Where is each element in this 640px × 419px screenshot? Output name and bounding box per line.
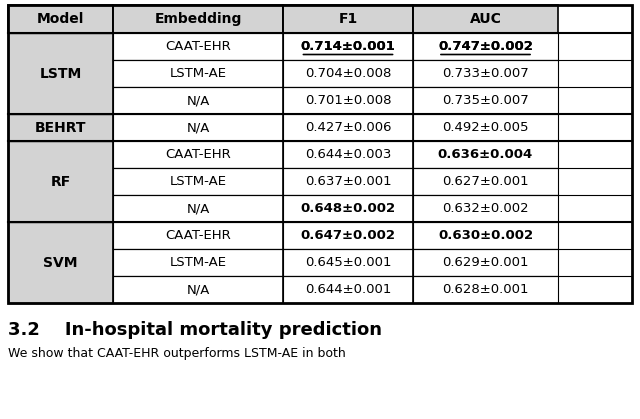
Bar bbox=[8, 141, 113, 222]
Text: 0.648±0.002: 0.648±0.002 bbox=[300, 202, 396, 215]
Text: 0.637±0.001: 0.637±0.001 bbox=[305, 175, 391, 188]
Bar bbox=[413, 33, 558, 60]
Text: 0.647±0.002: 0.647±0.002 bbox=[301, 229, 396, 242]
Bar bbox=[8, 114, 113, 141]
Text: N/A: N/A bbox=[186, 94, 210, 107]
Bar bbox=[283, 5, 413, 33]
Text: 0.636±0.004: 0.636±0.004 bbox=[438, 148, 533, 161]
Bar bbox=[8, 222, 113, 303]
Text: N/A: N/A bbox=[186, 283, 210, 296]
Bar bbox=[413, 60, 558, 87]
Bar bbox=[283, 87, 413, 114]
Text: AUC: AUC bbox=[470, 12, 501, 26]
Text: CAAT-EHR: CAAT-EHR bbox=[165, 40, 231, 53]
Bar bbox=[8, 5, 113, 33]
Bar bbox=[283, 222, 413, 249]
Bar bbox=[113, 222, 283, 249]
Bar bbox=[113, 195, 283, 222]
Bar bbox=[283, 168, 413, 195]
Bar bbox=[413, 114, 558, 141]
Text: Model: Model bbox=[37, 12, 84, 26]
Text: CAAT-EHR: CAAT-EHR bbox=[165, 148, 231, 161]
Text: 0.492±0.005: 0.492±0.005 bbox=[442, 121, 529, 134]
Text: 0.701±0.008: 0.701±0.008 bbox=[305, 94, 391, 107]
Text: 0.645±0.001: 0.645±0.001 bbox=[305, 256, 391, 269]
Text: LSTM-AE: LSTM-AE bbox=[170, 175, 227, 188]
Bar bbox=[113, 276, 283, 303]
Bar bbox=[283, 141, 413, 168]
Bar bbox=[413, 195, 558, 222]
Text: 0.629±0.001: 0.629±0.001 bbox=[442, 256, 529, 269]
Text: 3.2    In-hospital mortality prediction: 3.2 In-hospital mortality prediction bbox=[8, 321, 382, 339]
Bar bbox=[413, 168, 558, 195]
Bar bbox=[113, 141, 283, 168]
Text: 0.747±0.002: 0.747±0.002 bbox=[438, 40, 533, 53]
Bar bbox=[413, 5, 558, 33]
Text: RF: RF bbox=[51, 174, 70, 189]
Bar bbox=[113, 249, 283, 276]
Text: F1: F1 bbox=[339, 12, 358, 26]
Bar bbox=[283, 249, 413, 276]
Text: 0.628±0.001: 0.628±0.001 bbox=[442, 283, 529, 296]
Text: Embedding: Embedding bbox=[154, 12, 242, 26]
Text: 0.733±0.007: 0.733±0.007 bbox=[442, 67, 529, 80]
Text: We show that CAAT-EHR outperforms LSTM-AE in both: We show that CAAT-EHR outperforms LSTM-A… bbox=[8, 347, 346, 360]
Text: 0.704±0.008: 0.704±0.008 bbox=[305, 67, 391, 80]
Text: 0.714±0.001: 0.714±0.001 bbox=[301, 40, 396, 53]
Text: LSTM: LSTM bbox=[40, 67, 82, 80]
Bar bbox=[113, 60, 283, 87]
Text: 0.714±0.001: 0.714±0.001 bbox=[301, 40, 396, 53]
Text: 0.427±0.006: 0.427±0.006 bbox=[305, 121, 391, 134]
Bar bbox=[413, 249, 558, 276]
Bar bbox=[413, 276, 558, 303]
Bar bbox=[283, 60, 413, 87]
Bar bbox=[413, 222, 558, 249]
Text: 0.627±0.001: 0.627±0.001 bbox=[442, 175, 529, 188]
Bar bbox=[413, 87, 558, 114]
Bar bbox=[8, 5, 632, 303]
Bar bbox=[8, 33, 113, 114]
Text: CAAT-EHR: CAAT-EHR bbox=[165, 229, 231, 242]
Text: LSTM-AE: LSTM-AE bbox=[170, 67, 227, 80]
Text: LSTM-AE: LSTM-AE bbox=[170, 256, 227, 269]
Text: 0.630±0.002: 0.630±0.002 bbox=[438, 229, 533, 242]
Bar bbox=[113, 87, 283, 114]
Bar bbox=[413, 141, 558, 168]
Text: SVM: SVM bbox=[44, 256, 77, 269]
Bar bbox=[113, 168, 283, 195]
Bar bbox=[283, 276, 413, 303]
Bar bbox=[113, 33, 283, 60]
Bar bbox=[283, 33, 413, 60]
Text: 0.632±0.002: 0.632±0.002 bbox=[442, 202, 529, 215]
Text: BEHRT: BEHRT bbox=[35, 121, 86, 134]
Text: N/A: N/A bbox=[186, 202, 210, 215]
Bar bbox=[113, 114, 283, 141]
Text: 0.644±0.001: 0.644±0.001 bbox=[305, 283, 391, 296]
Text: 0.735±0.007: 0.735±0.007 bbox=[442, 94, 529, 107]
Bar bbox=[283, 114, 413, 141]
Bar bbox=[283, 195, 413, 222]
Text: 0.747±0.002: 0.747±0.002 bbox=[438, 40, 533, 53]
Text: N/A: N/A bbox=[186, 121, 210, 134]
Bar bbox=[113, 5, 283, 33]
Text: 0.644±0.003: 0.644±0.003 bbox=[305, 148, 391, 161]
